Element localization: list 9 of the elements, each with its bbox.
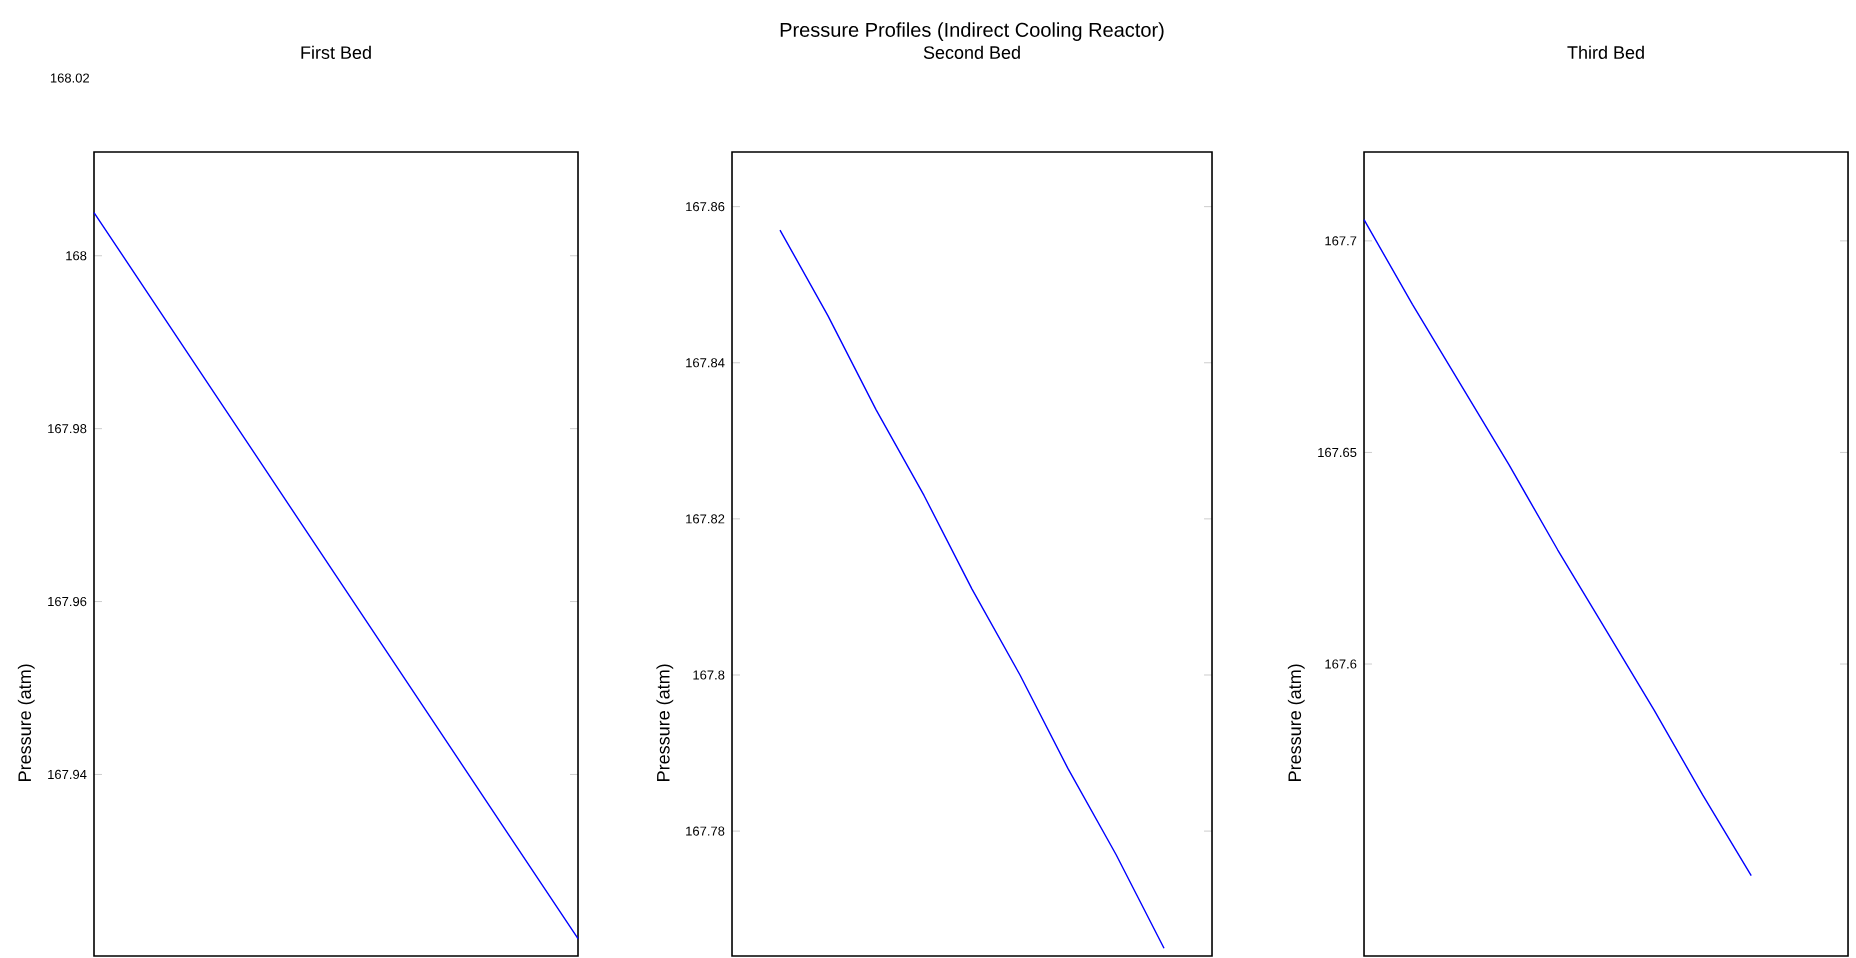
y-axis-title: Pressure (atm) [1287, 664, 1305, 781]
line-series [779, 229, 1165, 949]
line-series [93, 211, 579, 940]
chart-title: First Bed [301, 45, 371, 59]
chart-title: Third Bed [1567, 45, 1644, 59]
y-axis-title: Pressure (atm) [656, 664, 674, 781]
chart-subtitle: Second Bed [923, 45, 1020, 59]
chart-title: Pressure Profiles (Indirect Cooling Reactor) [780, 22, 1164, 41]
y-axis-title: Pressure (atm) [17, 664, 35, 781]
